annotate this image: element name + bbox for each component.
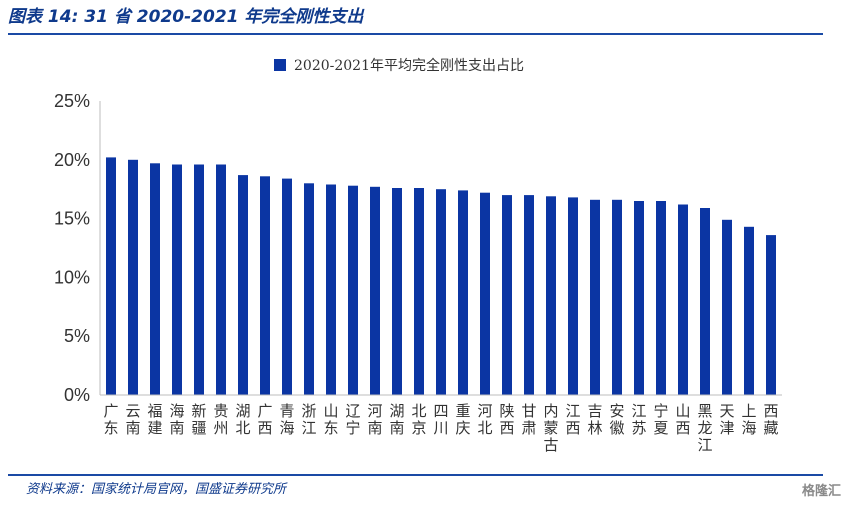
x-tick-label: 重庆 bbox=[455, 402, 470, 437]
x-tick-label: 青海 bbox=[279, 402, 294, 437]
x-tick-label: 黑龙江 bbox=[697, 402, 712, 454]
x-tick-label: 湖北 bbox=[235, 402, 250, 437]
bar-广东 bbox=[106, 157, 116, 395]
legend-swatch bbox=[274, 59, 286, 71]
bar-贵州 bbox=[216, 164, 226, 395]
x-tick-label: 甘肃 bbox=[521, 402, 536, 437]
footer-rule bbox=[8, 474, 823, 476]
bar-安徽 bbox=[612, 199, 622, 395]
y-tick-label: 0% bbox=[64, 385, 90, 405]
x-axis-labels: 广东云南福建海南新疆贵州湖北广西青海浙江山东辽宁河南湖南北京四川重庆河北陕西甘肃… bbox=[103, 402, 778, 454]
bar-辽宁 bbox=[348, 185, 358, 395]
x-tick-label: 广东 bbox=[103, 402, 118, 437]
legend-label: 2020-2021年平均完全刚性支出占比 bbox=[294, 57, 524, 74]
y-tick-label: 20% bbox=[54, 150, 90, 170]
bar-甘肃 bbox=[524, 195, 534, 395]
bar-山东 bbox=[326, 184, 336, 395]
bar-北京 bbox=[414, 188, 424, 395]
bar-内蒙古 bbox=[546, 196, 556, 395]
x-tick-label: 浙江 bbox=[301, 402, 316, 437]
bar-新疆 bbox=[194, 164, 204, 395]
x-tick-label: 西藏 bbox=[763, 402, 778, 437]
x-tick-label: 山西 bbox=[675, 402, 690, 437]
x-tick-label: 辽宁 bbox=[345, 402, 360, 437]
bar-福建 bbox=[150, 163, 160, 395]
bar-湖北 bbox=[238, 175, 248, 395]
x-tick-label: 江西 bbox=[565, 402, 580, 437]
bar-湖南 bbox=[392, 188, 402, 395]
bar-海南 bbox=[172, 164, 182, 395]
bar-宁夏 bbox=[656, 201, 666, 395]
x-tick-label: 天津 bbox=[719, 402, 734, 437]
y-tick-label: 10% bbox=[54, 267, 90, 287]
x-tick-label: 内蒙古 bbox=[543, 402, 558, 454]
y-tick-label: 25% bbox=[54, 91, 90, 111]
x-tick-label: 四川 bbox=[433, 402, 448, 437]
bar-黑龙江 bbox=[700, 208, 710, 395]
figure-title: 图表 14: 31 省 2020-2021 年完全刚性支出 bbox=[8, 7, 364, 27]
x-tick-label: 陕西 bbox=[499, 402, 514, 437]
bar-广西 bbox=[260, 176, 270, 395]
bar-上海 bbox=[744, 226, 754, 395]
bar-吉林 bbox=[590, 199, 600, 395]
x-tick-label: 河北 bbox=[477, 402, 492, 437]
y-tick-label: 5% bbox=[64, 326, 90, 346]
title-rule bbox=[8, 33, 823, 35]
bar-青海 bbox=[282, 178, 292, 395]
bar-series bbox=[106, 157, 776, 395]
bar-天津 bbox=[722, 219, 732, 395]
bar-陕西 bbox=[502, 195, 512, 395]
x-tick-label: 贵州 bbox=[213, 402, 228, 437]
x-tick-label: 海南 bbox=[169, 402, 184, 437]
bar-四川 bbox=[436, 189, 446, 395]
x-tick-label: 山东 bbox=[323, 402, 338, 437]
bar-西藏 bbox=[766, 235, 776, 395]
x-tick-label: 江苏 bbox=[631, 402, 646, 437]
y-tick-label: 15% bbox=[54, 209, 90, 229]
bar-河南 bbox=[370, 186, 380, 395]
x-tick-label: 广西 bbox=[257, 402, 272, 437]
x-tick-label: 新疆 bbox=[191, 402, 206, 437]
x-tick-label: 福建 bbox=[147, 402, 162, 437]
bar-河北 bbox=[480, 192, 490, 395]
x-tick-label: 云南 bbox=[125, 402, 140, 437]
x-tick-label: 安徽 bbox=[609, 402, 624, 437]
chart-legend: 2020-2021年平均完全刚性支出占比 bbox=[274, 57, 524, 74]
bar-云南 bbox=[128, 159, 138, 395]
bar-江西 bbox=[568, 197, 578, 395]
x-tick-label: 吉林 bbox=[587, 402, 602, 437]
x-tick-label: 上海 bbox=[741, 402, 756, 437]
x-tick-label: 宁夏 bbox=[653, 402, 668, 437]
x-tick-label: 河南 bbox=[367, 402, 382, 437]
bar-重庆 bbox=[458, 190, 468, 395]
y-axis-ticks: 0% 5% 10% 15% 20% 25% bbox=[54, 91, 90, 405]
bar-山西 bbox=[678, 204, 688, 395]
bar-浙江 bbox=[304, 183, 314, 395]
x-tick-label: 湖南 bbox=[389, 402, 404, 437]
bar-江苏 bbox=[634, 201, 644, 395]
watermark-logo: 格隆汇 bbox=[801, 484, 841, 499]
source-note: 资料来源：国家统计局官网，国盛证券研究所 bbox=[26, 482, 287, 497]
x-tick-label: 北京 bbox=[411, 402, 426, 437]
